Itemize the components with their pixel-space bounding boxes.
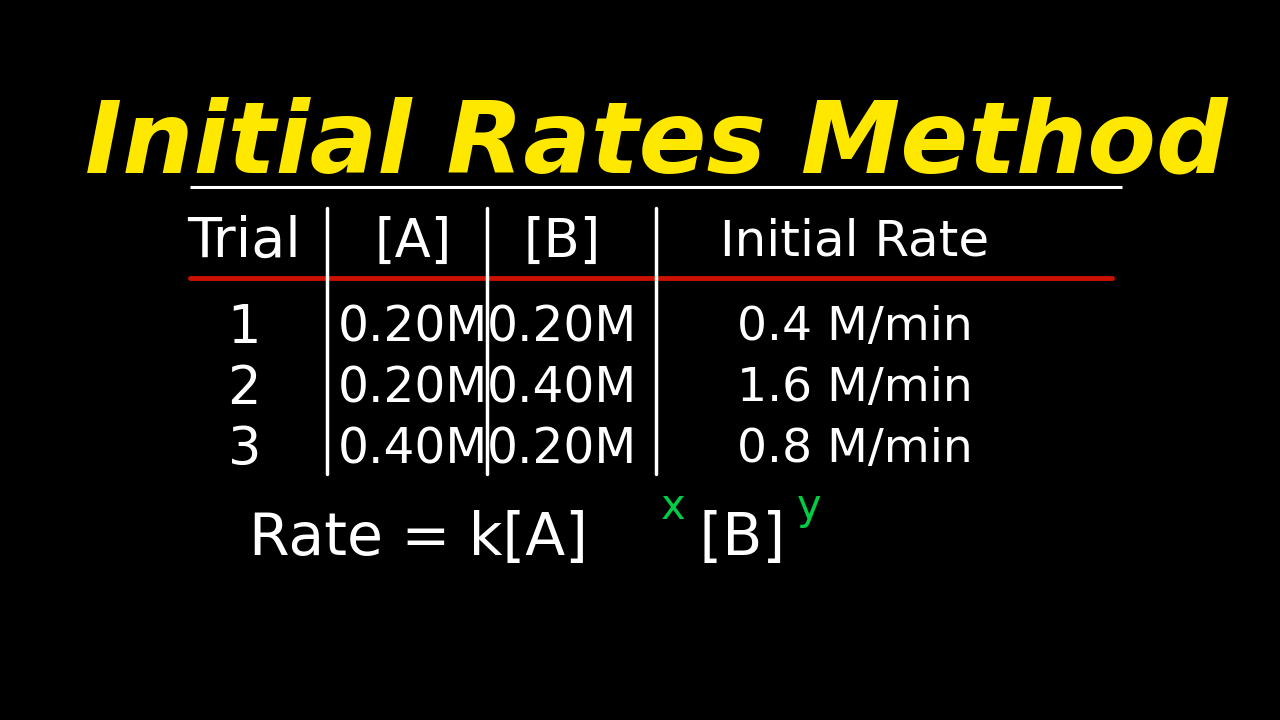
Text: 0.4 M/min: 0.4 M/min — [736, 305, 973, 350]
Text: [B]: [B] — [524, 215, 600, 268]
Text: 0.40M: 0.40M — [486, 364, 637, 413]
Text: 1: 1 — [228, 302, 261, 354]
Text: x: x — [660, 486, 686, 528]
Text: Initial Rates Method: Initial Rates Method — [84, 96, 1228, 193]
Text: 2: 2 — [228, 363, 261, 415]
Text: 0.20M: 0.20M — [338, 364, 488, 413]
Text: 0.20M: 0.20M — [338, 304, 488, 351]
Text: 0.8 M/min: 0.8 M/min — [736, 427, 973, 472]
Text: 1.6 M/min: 1.6 M/min — [736, 366, 973, 411]
Text: y: y — [797, 486, 822, 528]
Text: [B]: [B] — [681, 510, 785, 567]
Text: 0.40M: 0.40M — [338, 426, 488, 474]
Text: Rate = k[A]: Rate = k[A] — [250, 510, 588, 567]
Text: 0.20M: 0.20M — [486, 426, 637, 474]
Text: Trial: Trial — [187, 215, 301, 269]
Text: 0.20M: 0.20M — [486, 304, 637, 351]
Text: [A]: [A] — [374, 215, 452, 268]
Text: Initial Rate: Initial Rate — [719, 217, 989, 266]
Text: 3: 3 — [228, 423, 261, 475]
